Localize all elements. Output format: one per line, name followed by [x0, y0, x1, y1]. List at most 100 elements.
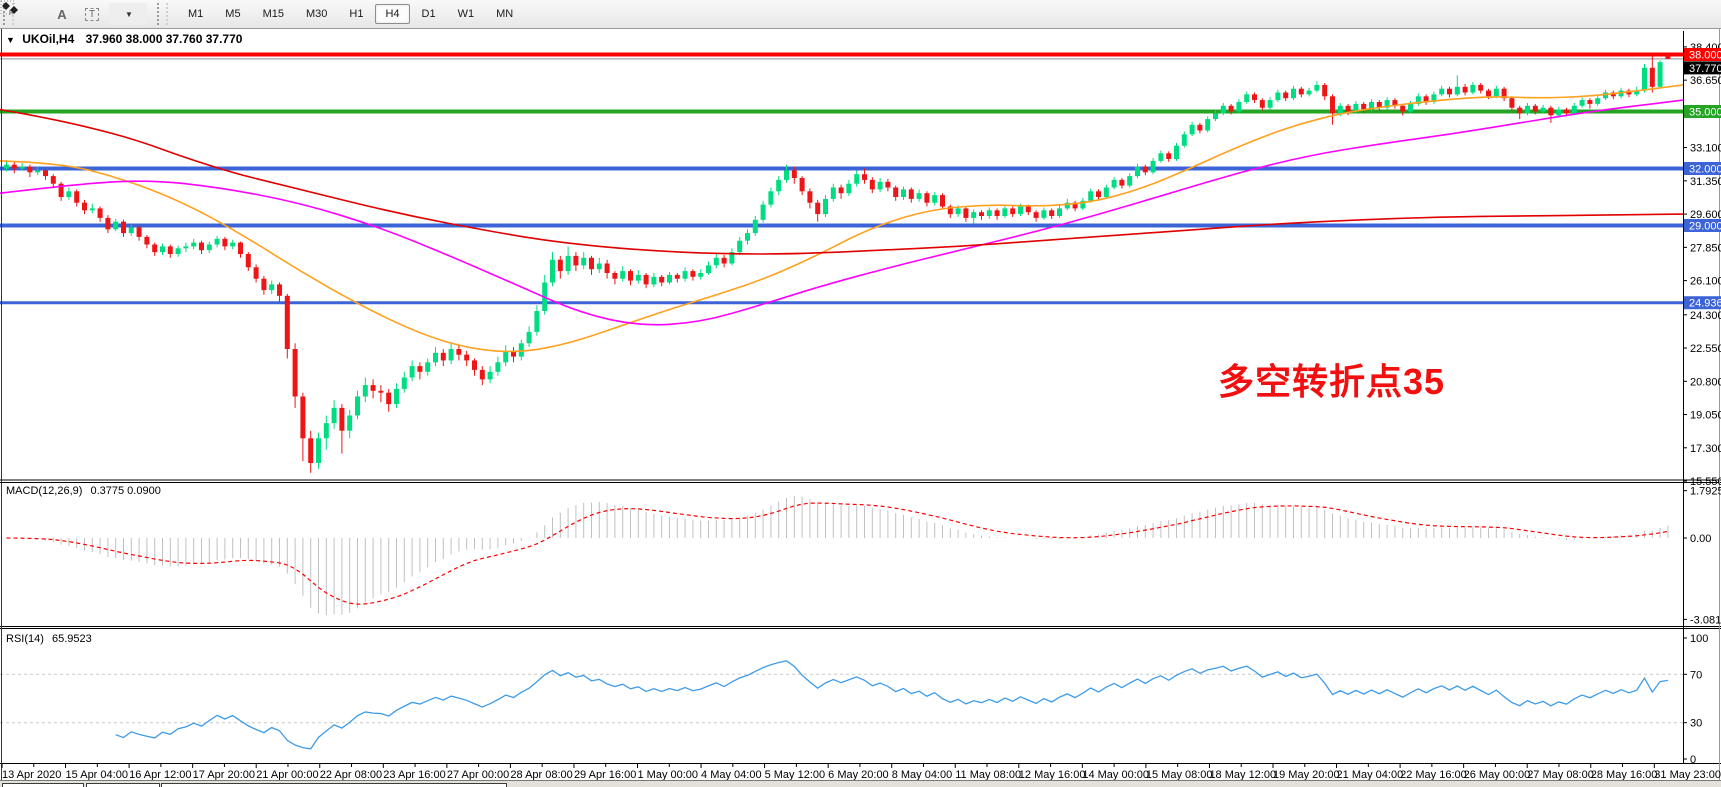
bottom-tab-2[interactable] [86, 783, 160, 787]
price-tag-37.770 [1684, 61, 1721, 75]
svg-text:100: 100 [1690, 633, 1708, 645]
rsi-line [115, 660, 1668, 750]
price-tag-35.000 [1684, 105, 1721, 118]
svg-text:0: 0 [1690, 754, 1696, 766]
time-label: 14 May 00:00 [1082, 769, 1149, 781]
time-label: 31 May 23:00 [1654, 769, 1721, 781]
arrows-icon-svg [2, 2, 18, 14]
ma-fast-orange-line [0, 84, 1684, 353]
time-label: 18 May 12:00 [1209, 769, 1276, 781]
timeframe-button-m5[interactable]: M5 [225, 8, 241, 20]
svg-text:33.100: 33.100 [1690, 143, 1721, 155]
price-tag-24.936 [1684, 296, 1721, 310]
text-label-icon[interactable]: T [79, 3, 105, 25]
svg-text:31.350: 31.350 [1690, 176, 1721, 188]
time-label: 21 May 04:00 [1337, 769, 1404, 781]
svg-text:36.650: 36.650 [1690, 75, 1721, 87]
time-label: 28 May 16:00 [1591, 769, 1658, 781]
chart-canvas[interactable]: 38.40036.65033.10031.35029.60027.85026.1… [0, 29, 1721, 787]
time-label: 28 Apr 08:00 [510, 769, 572, 781]
trade-note-annotation: 多空转折点35 [1218, 361, 1446, 402]
price-chart-window[interactable]: ▼ UKOil,H4 37.960 38.000 37.760 37.770 M… [0, 29, 1721, 787]
time-label: 22 Apr 08:00 [320, 769, 382, 781]
time-axis: 13 Apr 2020 15 Apr 04:00 16 Apr 12:00 17 Ap… [1, 764, 1721, 781]
timeframe-button-h4[interactable]: H4 [375, 4, 410, 24]
time-label: 4 May 04:00 [701, 769, 762, 781]
time-label: 8 May 04:00 [892, 769, 953, 781]
ma-slow-red-line [0, 108, 1684, 255]
rsi-current-value: 65.9523 [51, 633, 92, 645]
svg-text:-3.0818: -3.0818 [1690, 614, 1721, 626]
macd-current-values: 0.3775 0.0900 [90, 485, 161, 497]
time-label: 11 May 08:00 [955, 769, 1021, 781]
svg-text:22.550: 22.550 [1690, 343, 1721, 355]
macd-indicator-label: MACD(12,26,9) 0.3775 0.0900 [6, 485, 161, 497]
time-label: 15 Apr 04:00 [66, 769, 128, 781]
svg-text:19.050: 19.050 [1690, 410, 1721, 422]
symbol-period-label: UKOil,H4 [22, 32, 75, 46]
timeframe-button-mn[interactable]: MN [496, 8, 514, 20]
time-label: 27 Apr 00:00 [447, 769, 509, 781]
chart-shift-icon[interactable]: F [0, 0, 45, 25]
time-label: 21 Apr 00:00 [256, 769, 318, 781]
time-label: 22 May 16:00 [1400, 769, 1467, 781]
time-label: 23 Apr 16:00 [383, 769, 445, 781]
price-levels [0, 52, 1683, 305]
svg-text:27.850: 27.850 [1690, 242, 1721, 254]
time-label: 1 May 00:00 [638, 769, 699, 781]
svg-text:17.300: 17.300 [1690, 443, 1721, 455]
price-axis: 38.40036.65033.10031.35029.60027.85026.1… [1683, 42, 1721, 488]
timeframe-group: M1 M5 M15 M30 H1 H4 D1 W1 MN [177, 4, 524, 24]
time-label: 27 May 08:00 [1527, 769, 1594, 781]
top-toolbar: F A T ▼ M1 M5 M15 M30 H1 H4 D1 W1 MN [0, 0, 1721, 29]
price-tag-text-24.936: 24.936 [1689, 298, 1721, 310]
text-label-t: T [84, 7, 100, 21]
chart-shift-f: F [9, 10, 13, 16]
timeframe-button-d1[interactable]: D1 [421, 8, 436, 20]
macd-histogram [13, 496, 1669, 616]
toolbar-separator [157, 3, 168, 25]
chart-collapse-icon[interactable]: ▼ [6, 35, 15, 45]
price-tag-text-32.000: 32.000 [1689, 164, 1721, 176]
bottom-tab-3[interactable] [161, 783, 507, 787]
svg-text:20.800: 20.800 [1690, 376, 1721, 388]
svg-text:15.550: 15.550 [1690, 476, 1721, 488]
price-tag-text-35.000: 35.000 [1689, 107, 1721, 119]
price-tag-38.000 [1684, 48, 1721, 61]
price-tag-text-37.770: 37.770 [1689, 63, 1721, 75]
svg-text:1.7925: 1.7925 [1690, 486, 1721, 498]
candles-group [4, 54, 1671, 473]
bottom-tab-strip [0, 780, 1721, 787]
timeframe-button-m15[interactable]: M15 [262, 8, 284, 20]
time-label: 5 May 12:00 [765, 769, 826, 781]
svg-text:26.100: 26.100 [1690, 276, 1721, 288]
chart-title: ▼ UKOil,H4 37.960 38.000 37.760 37.770 [6, 32, 242, 46]
price-tag-29.000 [1684, 219, 1721, 232]
chevron-down-icon: ▼ [125, 9, 133, 19]
rsi-name: RSI(14) [6, 633, 44, 645]
timeframe-button-m30[interactable]: M30 [305, 8, 328, 20]
macd-name: MACD(12,26,9) [6, 485, 83, 497]
arrow-tools-icon[interactable]: ▼ [2, 2, 147, 25]
price-tag-text-38.000: 38.000 [1689, 50, 1721, 62]
svg-text:24.300: 24.300 [1690, 310, 1721, 322]
rsi-axis: 100 70 30 0 [1683, 633, 1708, 766]
time-label: 15 May 08:00 [1146, 769, 1213, 781]
ma-mid-magenta-line [0, 99, 1684, 326]
time-label: 6 May 20:00 [828, 769, 889, 781]
timeframe-button-h1[interactable]: H1 [349, 8, 364, 20]
chart-shift-icon-svg: F [0, 0, 15, 16]
rsi-indicator-label: RSI(14) 65.9523 [6, 633, 92, 645]
timeframe-button-m1[interactable]: M1 [188, 8, 204, 20]
bottom-tab-1[interactable] [2, 783, 84, 787]
time-label: 29 Apr 16:00 [574, 769, 636, 781]
pane-borders [0, 29, 1721, 781]
time-label: 13 Apr 2020 [2, 769, 61, 781]
price-tag-text-29.000: 29.000 [1689, 221, 1721, 233]
macd-axis: 1.7925 0.00 -3.0818 [1683, 486, 1721, 626]
svg-text:29.600: 29.600 [1690, 209, 1721, 221]
text-annotation-icon[interactable]: A [57, 6, 67, 22]
timeframe-button-w1[interactable]: W1 [457, 8, 475, 20]
svg-text:70: 70 [1690, 669, 1702, 681]
